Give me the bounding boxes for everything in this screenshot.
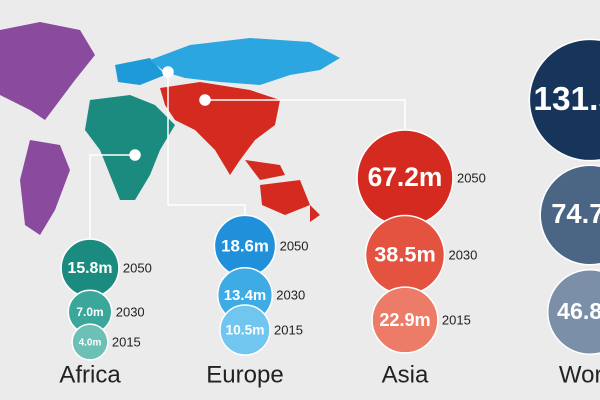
value-label: 22.9m — [379, 310, 430, 330]
value-label: 131.5m — [533, 81, 600, 118]
value-label: 38.5m — [374, 242, 436, 267]
value-label: 18.6m — [221, 236, 269, 255]
region-label: Asia — [382, 361, 429, 388]
region-label: Europe — [206, 361, 283, 388]
year-label: 2015 — [274, 322, 303, 337]
year-label: 2030 — [116, 304, 145, 319]
region-label: World — [559, 361, 600, 388]
value-label: 15.8m — [67, 260, 112, 277]
value-label: 10.5m — [225, 323, 264, 338]
bubble — [528, 38, 600, 162]
bubble — [539, 164, 600, 266]
year-label: 2030 — [448, 247, 477, 262]
value-label: 4.0m — [79, 338, 102, 349]
value-label: 46.8m — [557, 298, 600, 324]
value-label: 7.0m — [76, 305, 103, 319]
value-label: 74.7m — [551, 198, 600, 229]
bubble — [546, 268, 600, 356]
year-label: 2015 — [112, 334, 141, 349]
region-label: Africa — [59, 361, 121, 388]
bubble — [371, 286, 439, 354]
year-label: 2050 — [457, 170, 486, 185]
bubble — [71, 323, 109, 361]
bubble — [219, 304, 271, 356]
year-label: 2015 — [442, 312, 471, 327]
value-label: 67.2m — [368, 162, 443, 192]
year-label: 2050 — [280, 238, 309, 253]
year-label: 2030 — [276, 287, 305, 302]
world-map — [0, 22, 340, 235]
value-label: 13.4m — [224, 287, 267, 304]
connector-lines — [89, 66, 406, 245]
year-label: 2050 — [123, 260, 152, 275]
